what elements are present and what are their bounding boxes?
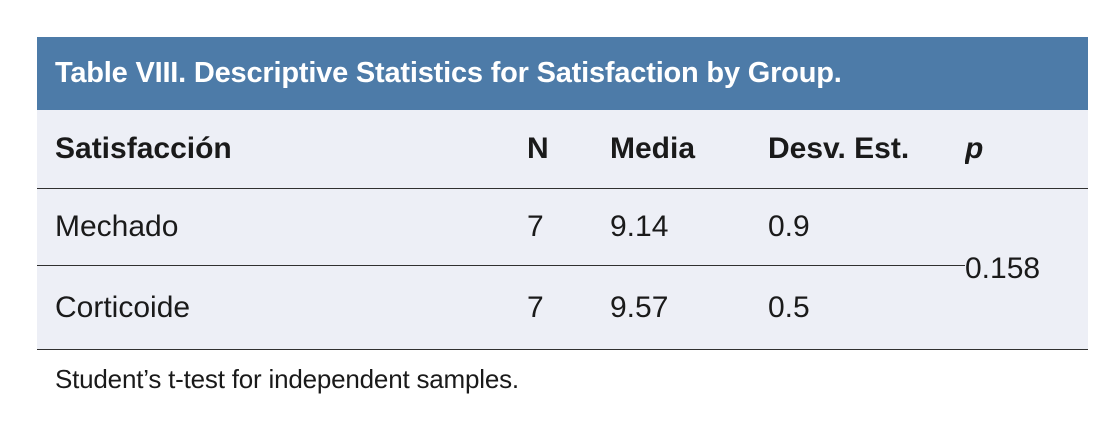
p-value-cell: 0.158 (965, 252, 1041, 285)
row2-media-cell: 9.57 (610, 290, 669, 324)
row1-desv-cell: 0.9 (768, 189, 965, 266)
table-footnote: Student’s t-test for independent samples… (55, 364, 519, 394)
column-header-p: p (965, 110, 1088, 189)
column-header-media: Media (610, 110, 768, 189)
row2-group-cell: Corticoide (55, 290, 191, 324)
table-title-bar: Table VIII. Descriptive Statistics for S… (37, 37, 1088, 110)
row1-media-cell: 9.14 (610, 189, 768, 266)
statistics-table: Table VIII. Descriptive Statistics for S… (37, 37, 1088, 395)
row2-desv-cell: 0.5 (768, 290, 810, 324)
column-header-n: N (527, 110, 610, 189)
row1-n-cell: 7 (527, 189, 610, 266)
column-header-satisfaccion: Satisfacción (37, 110, 527, 189)
table-body: Satisfacción N Media Desv. Est. p Mechad… (37, 110, 1088, 350)
table-title: Table VIII. Descriptive Statistics for S… (55, 57, 842, 89)
row1-group-cell: Mechado (37, 189, 527, 266)
column-header-desv-est: Desv. Est. (768, 110, 965, 189)
row2-n-cell: 7 (527, 290, 544, 324)
